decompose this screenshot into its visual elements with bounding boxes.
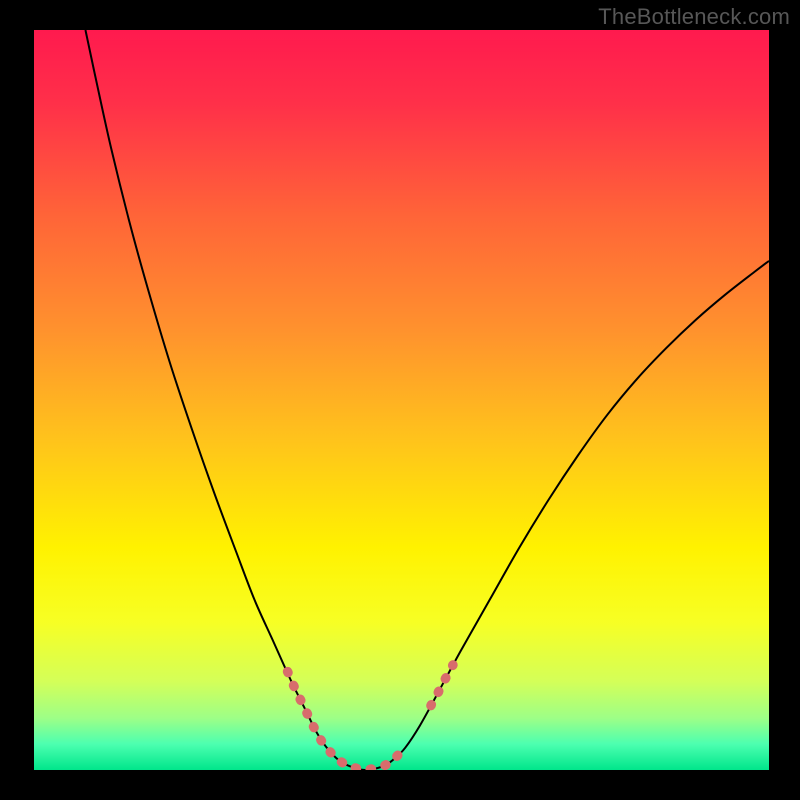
plot-area bbox=[34, 30, 769, 770]
watermark: TheBottleneck.com bbox=[598, 4, 790, 30]
chart-svg bbox=[34, 30, 769, 770]
chart-frame: TheBottleneck.com bbox=[0, 0, 800, 800]
plot-background bbox=[34, 30, 769, 770]
